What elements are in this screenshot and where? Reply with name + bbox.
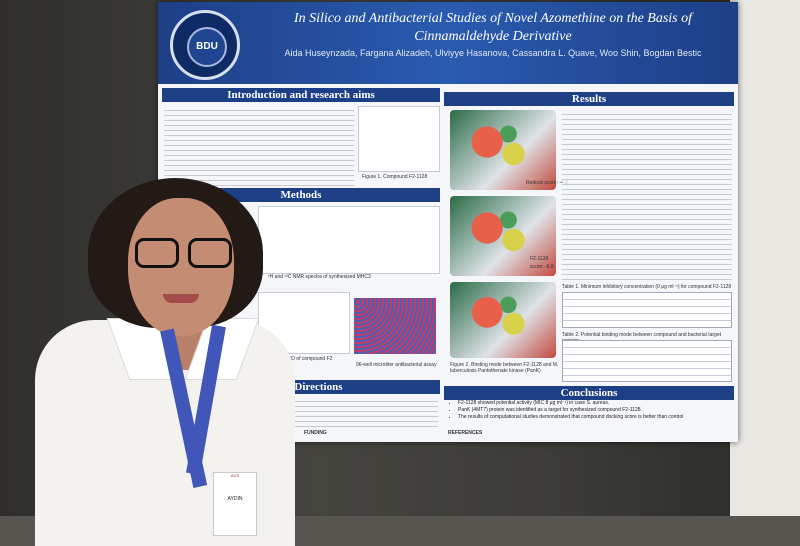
figure1-structure <box>358 106 440 172</box>
docking-caption: Figure 2. Binding mode between F2-1128 a… <box>450 362 559 374</box>
docking-image-3 <box>450 282 556 358</box>
nmr-caption: ¹H and ¹³C NMR spectra of synthesized MH… <box>268 274 371 280</box>
name-badge: ACS AYDIN <box>213 472 257 536</box>
university-logo: BDU <box>170 10 240 80</box>
figure1-caption: Figure 1. Compound F2-1128 <box>362 174 428 180</box>
binding-table <box>562 340 732 382</box>
badge-event: ACS <box>230 473 240 478</box>
references-heading: REFERENCES <box>448 430 483 436</box>
conclusion-item: F2-1128 showed potential activity (MIC 8… <box>458 400 738 407</box>
docking-image-2 <box>450 196 556 276</box>
badge-name: AYDIN <box>227 496 243 502</box>
results-heading: Results <box>444 92 734 106</box>
intro-text <box>164 106 354 186</box>
plate-caption: 96-well microtiter antibacterial assay <box>356 362 437 368</box>
microtiter-plate-photo <box>354 298 436 354</box>
xrd-caption: Powder XRD of compound F2 <box>266 356 333 362</box>
conclusion-item: PanK (4MT7) protein was identified as a … <box>458 407 738 414</box>
intro-heading: Introduction and research aims <box>162 88 440 102</box>
nmr-spectrum <box>258 206 440 274</box>
conclusions-heading: Conclusions <box>444 386 734 400</box>
poster-title: In Silico and Antibacterial Studies of N… <box>293 11 693 44</box>
logo-text: BDU <box>187 27 227 67</box>
presenter-smile <box>163 294 199 303</box>
redock-score: Redock score: -4.8 <box>526 180 568 186</box>
future-text <box>278 397 438 427</box>
compound-label: F2-1128 <box>530 256 549 262</box>
results-text <box>562 110 732 280</box>
poster-header: BDU In Silico and Antibacterial Studies … <box>158 2 738 84</box>
mic-table <box>562 292 732 328</box>
background-panel <box>730 0 800 546</box>
conclusion-item: The results of computational studies dem… <box>458 414 738 421</box>
glasses-right-lens <box>188 238 232 268</box>
docking-image-1 <box>450 110 556 190</box>
funding-heading: FUNDING <box>304 430 327 436</box>
glasses-left-lens <box>135 238 179 268</box>
table1-caption: Table 1. Minimum inhibitory concentratio… <box>562 284 732 290</box>
conclusion-list: F2-1128 showed potential activity (MIC 8… <box>448 400 738 421</box>
poster-authors: Aida Huseynzada, Fargana Alizadeh, Ulviy… <box>284 48 702 58</box>
compound-score: score: -6.8 <box>530 264 554 270</box>
